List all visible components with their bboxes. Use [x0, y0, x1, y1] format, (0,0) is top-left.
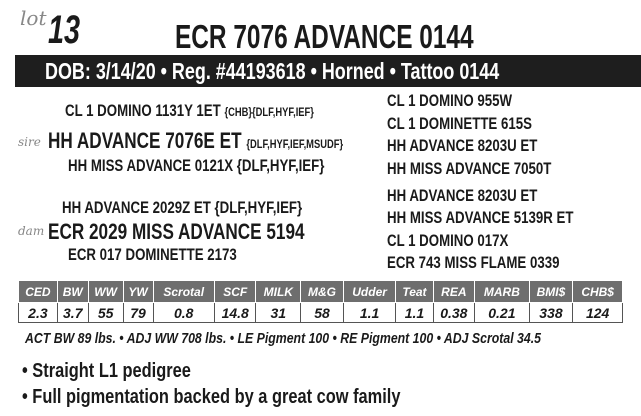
epd-value: 58 [300, 302, 344, 323]
lot-number: 13 [48, 8, 81, 52]
epd-value: 3.7 [56, 302, 89, 323]
epd-header: YW [122, 280, 154, 303]
epd-value: 55 [87, 302, 124, 323]
epd-header: Scrotal [152, 280, 215, 303]
bullet-item: • Straight L1 pedigree [22, 360, 191, 382]
epd-value: 338 [528, 302, 574, 323]
grandparent: HH ADVANCE 8203U ET [387, 186, 538, 205]
grandparent: HH MISS ADVANCE 7050T [387, 159, 552, 178]
performance-data: ACT BW 89 lbs. • ADJ WW 708 lbs. • LE Pi… [25, 330, 541, 347]
grandparent: HH MISS ADVANCE 5139R ET [387, 208, 574, 227]
epd-header: MARB [474, 280, 530, 303]
dam-name: ECR 2029 MISS ADVANCE 5194 [48, 219, 305, 244]
grandparent: ECR 743 MISS FLAME 0339 [387, 253, 560, 272]
epd-header: BMI$ [528, 280, 574, 303]
grandparent: HH ADVANCE 8203U ET [387, 136, 538, 155]
epd-value-row: 2.3 3.7 55 79 0.8 14.8 31 58 1.1 1.1 0.3… [18, 302, 623, 323]
epd-header: WW [87, 280, 124, 303]
info-bar [15, 55, 641, 87]
epd-header: REA [432, 280, 476, 303]
epd-value: 0.8 [152, 302, 215, 323]
epd-value: 124 [572, 302, 623, 323]
dam-label: dam [18, 224, 45, 238]
epd-value: 0.38 [432, 302, 476, 323]
lot-label: lot [20, 6, 47, 30]
dam-sire: HH ADVANCE 2029Z ET {DLF,HYF,IEF} [62, 198, 303, 217]
epd-header: Udder [342, 280, 397, 303]
sire-sire: CL 1 DOMINO 1131Y 1ET {CHB}{DLF,HYF,IEF} [65, 101, 314, 120]
epd-value: 31 [255, 302, 302, 323]
epd-table: CED BW WW YW Scrotal SCF MILK M&G Udder … [18, 280, 623, 323]
epd-header: MILK [255, 280, 302, 303]
epd-value: 2.3 [18, 302, 58, 323]
info-bar-text: DOB: 3/14/20 • Reg. #44193618 • Horned •… [45, 58, 500, 84]
bullet-item: • Full pigmentation backed by a great co… [22, 386, 401, 408]
grandparent: CL 1 DOMINO 955W [387, 91, 513, 110]
epd-value: 79 [122, 302, 154, 323]
epd-header: SCF [213, 280, 257, 303]
sire-label: sire [18, 135, 41, 149]
epd-header: CHB$ [572, 280, 623, 303]
epd-value: 1.1 [342, 302, 397, 323]
sire-name: HH ADVANCE 7076E ET {DLF,HYF,IEF,MSUDF} [48, 128, 344, 153]
grandparent: CL 1 DOMINO 017X [387, 231, 509, 250]
dam-dam: ECR 017 DOMINETTE 2173 [68, 245, 237, 264]
epd-value: 0.21 [474, 302, 530, 323]
grandparent: CL 1 DOMINETTE 615S [387, 114, 532, 133]
epd-value: 1.1 [395, 302, 434, 323]
epd-header: M&G [300, 280, 344, 303]
sire-dam: HH MISS ADVANCE 0121X {DLF,HYF,IEF} [68, 156, 325, 175]
epd-header: Teat [395, 280, 434, 303]
epd-value: 14.8 [213, 302, 257, 323]
epd-header: CED [18, 280, 58, 303]
animal-title: ECR 7076 ADVANCE 0144 [175, 18, 474, 55]
epd-header-row: CED BW WW YW Scrotal SCF MILK M&G Udder … [18, 280, 623, 303]
epd-header: BW [56, 280, 89, 303]
